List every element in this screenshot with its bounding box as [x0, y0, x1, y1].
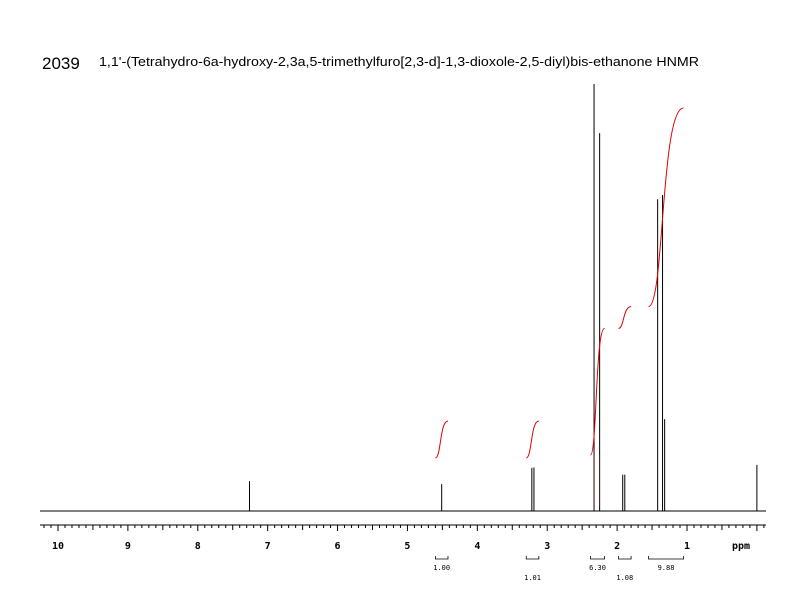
x-axis-unit-label: ppm: [732, 541, 750, 552]
integral-value-label: 1.00: [433, 564, 450, 572]
x-tick-label: 3: [544, 541, 550, 552]
integral-value-label: 1.08: [616, 574, 633, 582]
x-tick-label: 10: [52, 541, 64, 552]
x-tick-label: 9: [125, 541, 131, 552]
integral-curve: [618, 306, 632, 329]
x-tick-label: 2: [614, 541, 620, 552]
integral-curve: [590, 327, 606, 456]
integral-value-label: 1.01: [524, 574, 541, 582]
integral-value-label: 9.88: [658, 564, 675, 572]
integral-curve: [525, 420, 540, 459]
x-tick-label: 6: [335, 541, 341, 552]
integral-value-label: 6.30: [589, 564, 606, 572]
x-tick-label: 4: [474, 541, 480, 552]
x-tick-label: 5: [404, 541, 410, 552]
integral-curve: [648, 107, 684, 308]
integral-bracket: [590, 556, 605, 560]
integral-bracket: [435, 556, 449, 560]
integral-bracket: [618, 556, 632, 560]
x-tick-label: 8: [195, 541, 201, 552]
integral-bracket: [648, 556, 684, 560]
integral-bracket: [525, 556, 540, 560]
integral-curve: [434, 420, 449, 459]
spectrum-id: 2039: [42, 54, 80, 73]
chart-title: 1,1'-(Tetrahydro-6a-hydroxy-2,3a,5-trime…: [99, 54, 699, 69]
x-tick-label: 7: [265, 541, 271, 552]
x-tick-label: 1: [684, 541, 690, 552]
plot-area: 10 9 8 7 6 5 4 3 2 1 1.00 1.01 6.30 1.08 9.88: [40, 84, 766, 582]
